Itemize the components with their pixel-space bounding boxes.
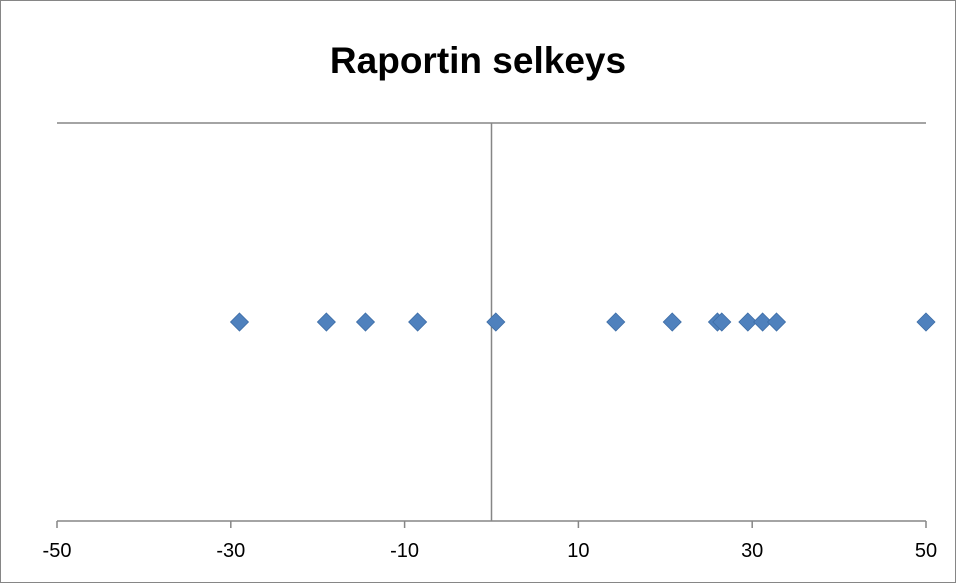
data-point: [606, 312, 626, 332]
data-point: [916, 312, 936, 332]
chart-title: Raportin selkeys: [329, 40, 627, 81]
data-point: [316, 312, 336, 332]
data-point: [662, 312, 682, 332]
data-points: [229, 312, 936, 332]
data-point: [766, 312, 787, 332]
x-tick-label: -30: [216, 540, 245, 562]
data-point: [712, 312, 732, 332]
data-point: [355, 312, 376, 332]
x-tick-label: -10: [390, 540, 419, 562]
x-axis-ticks: -50 -30 -10 10 30 50: [43, 521, 937, 562]
x-tick-label: 30: [741, 540, 763, 562]
data-point: [738, 312, 758, 332]
x-tick-label: -50: [43, 540, 72, 562]
data-point: [753, 312, 773, 332]
data-point: [486, 312, 506, 332]
data-point: [229, 312, 250, 332]
data-point: [408, 312, 428, 332]
x-tick-label: 10: [567, 540, 589, 562]
x-tick-label: 50: [915, 540, 937, 562]
